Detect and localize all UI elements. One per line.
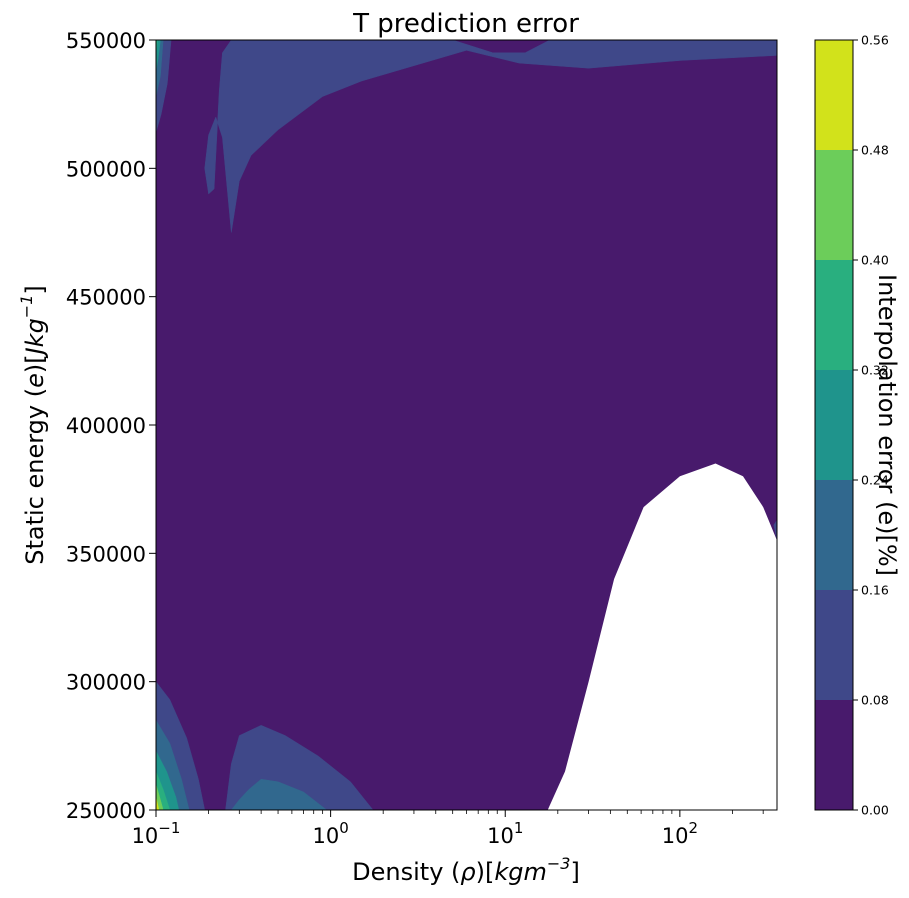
plot-area: [156, 40, 777, 810]
colorbar-band: [815, 370, 853, 480]
x-tick-label: 10−1: [132, 819, 181, 848]
colorbar-band: [815, 260, 853, 370]
colorbar-ticks: 0.00 0.08 0.16 0.24 0.32 0.40 0.48 0.56: [853, 33, 889, 818]
x-tick-label: 102: [662, 819, 698, 848]
colorbar-tick-label: 0.40: [861, 253, 889, 268]
colorbar-tick-label: 0.56: [861, 33, 889, 48]
colorbar-label: Interpolation error (e)[%]: [873, 274, 901, 576]
colorbar-tick-label: 0.32: [861, 363, 889, 378]
colorbar-tick-label: 0.00: [861, 803, 889, 818]
x-tick-label: 100: [312, 819, 348, 848]
y-tick-label: 300000: [66, 671, 146, 695]
colorbar-band: [815, 700, 853, 810]
colorbar-tick-label: 0.08: [861, 693, 889, 708]
colorbar-band: [815, 150, 853, 260]
x-tick-label: 101: [487, 819, 523, 848]
x-axis-ticks: 10−1 100 101 102: [132, 810, 764, 848]
no-data-region: [547, 463, 777, 810]
colorbar-tick-label: 0.48: [861, 143, 889, 158]
y-tick-label: 500000: [66, 157, 146, 181]
colorbar-band: [815, 480, 853, 590]
y-axis-ticks: 250000 300000 350000 400000 450000 500000 5500…: [66, 29, 156, 823]
colorbar-band: [815, 40, 853, 150]
y-tick-label: 450000: [66, 286, 146, 310]
colorbar-tick-label: 0.24: [861, 473, 889, 488]
contour-region-level-2: [230, 778, 328, 810]
contour-region-level-1: [204, 40, 777, 233]
contour-region-level-3: [156, 40, 161, 71]
contour-region-level-6: [156, 797, 160, 810]
y-tick-label: 550000: [66, 29, 146, 53]
colorbar-tick-label: 0.16: [861, 583, 889, 598]
contour-region-level-1: [773, 519, 777, 541]
x-axis-label: Density (ρ)[kgm−3]: [352, 854, 580, 886]
y-tick-label: 250000: [66, 799, 146, 823]
colorbar-frame: [814, 39, 854, 811]
y-axis-label: Static energy (e)[Jkg−1]: [17, 285, 49, 565]
y-tick-label: 400000: [66, 414, 146, 438]
colorbar: [815, 40, 853, 810]
contour-regions: [156, 40, 777, 810]
contour-region-level-5: [156, 784, 164, 810]
colorbar-band: [815, 590, 853, 700]
chart-title: T prediction error: [352, 9, 579, 39]
y-tick-label: 350000: [66, 542, 146, 566]
